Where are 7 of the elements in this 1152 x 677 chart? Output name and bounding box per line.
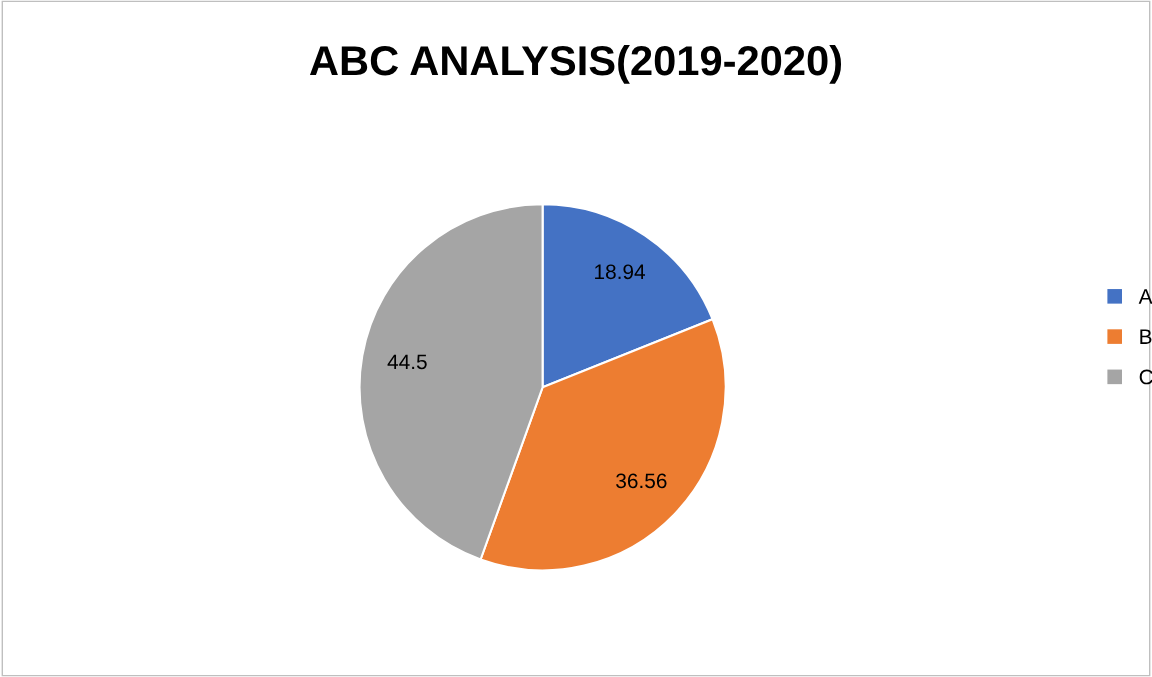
legend-label: A xyxy=(1138,289,1152,304)
data-label: 44.5 xyxy=(387,354,427,370)
legend-label: C xyxy=(1139,369,1152,385)
legend-label: B xyxy=(1140,329,1152,344)
data-label: 18.94 xyxy=(595,264,646,280)
chart-title: ABC ANALYSIS(2019-2020) xyxy=(309,44,842,84)
data-label: 36.56 xyxy=(616,473,667,489)
